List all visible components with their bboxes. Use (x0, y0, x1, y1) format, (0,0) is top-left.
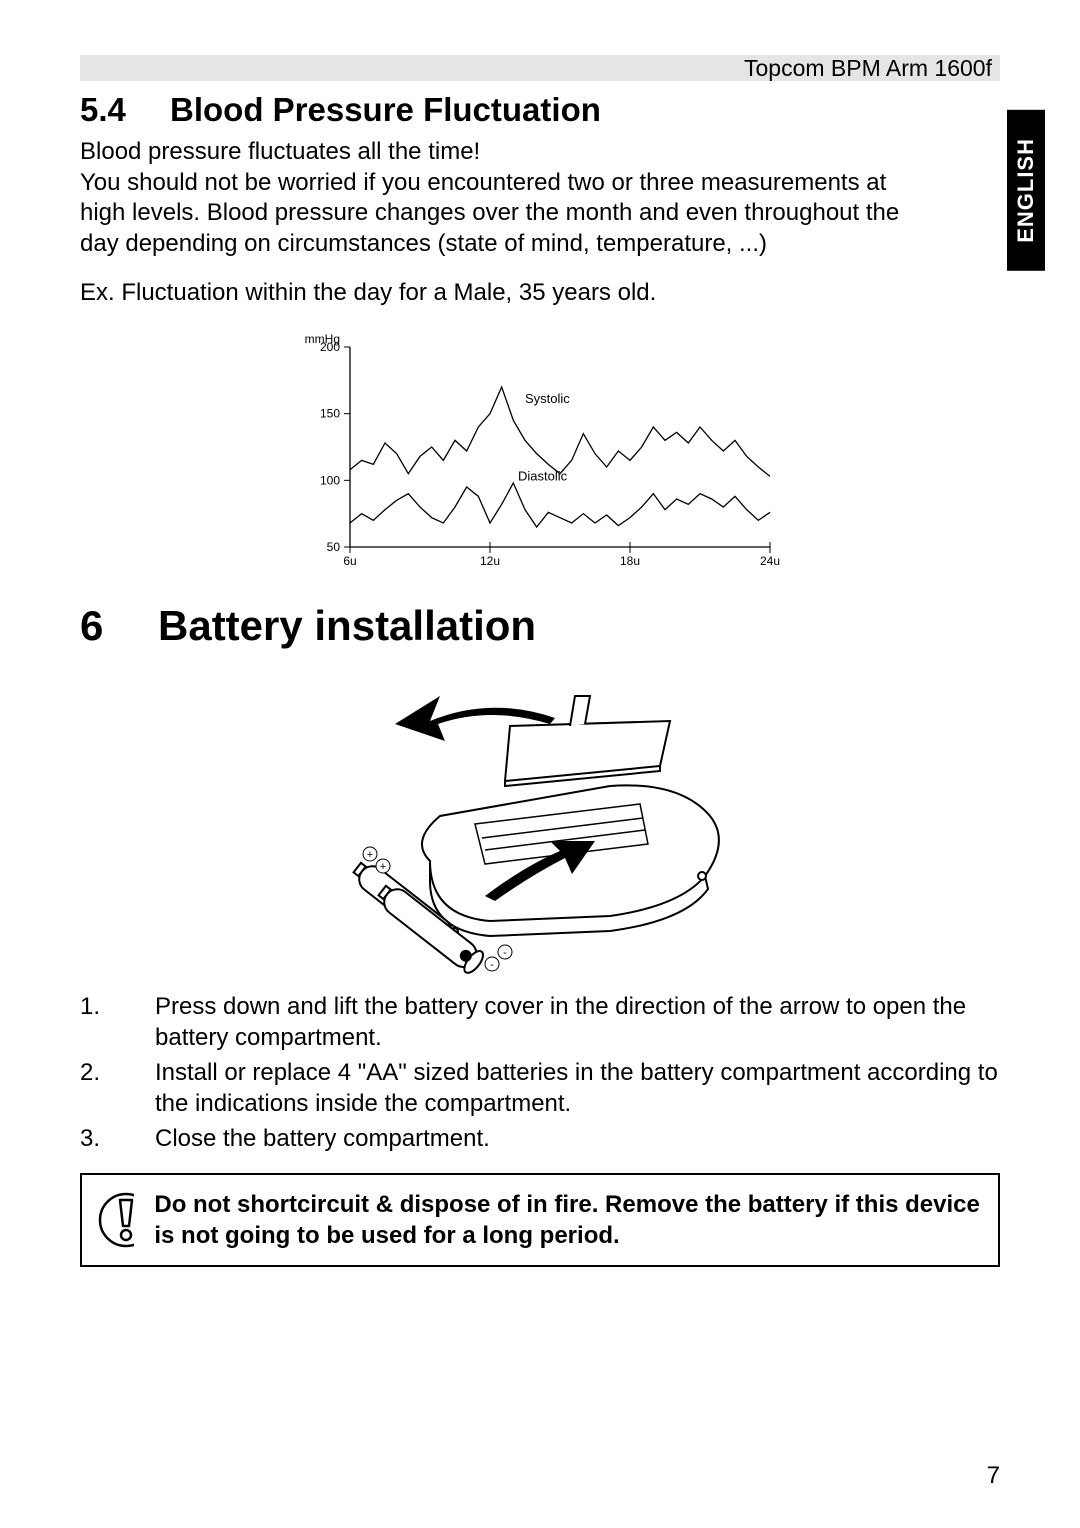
step-1: 1.Press down and lift the battery cover … (80, 991, 1000, 1053)
chapter-title: Battery installation (158, 602, 536, 649)
step-2: 2.Install or replace 4 "AA" sized batter… (80, 1057, 1000, 1119)
section-number: 5.4 (80, 91, 170, 129)
header-bar: Topcom BPM Arm 1600f (80, 55, 1000, 81)
section-5-4-para1: Blood pressure fluctuates all the time! … (80, 137, 1000, 260)
svg-text:Diastolic: Diastolic (518, 468, 568, 483)
section-5-4-heading: 5.4Blood Pressure Fluctuation (80, 91, 1000, 129)
svg-text:6u: 6u (343, 554, 356, 568)
svg-text:150: 150 (320, 406, 340, 420)
svg-text:Systolic: Systolic (525, 391, 570, 406)
warning-text: Do not shortcircuit & dispose of in fire… (154, 1189, 984, 1251)
battery-install-svg: + + - - (310, 666, 770, 976)
svg-text:-: - (503, 947, 507, 959)
svg-text:100: 100 (320, 473, 340, 487)
chapter-6-heading: 6Battery installation (80, 602, 1000, 650)
section-5-4-example: Ex. Fluctuation within the day for a Mal… (80, 278, 1000, 309)
product-name: Topcom BPM Arm 1600f (744, 55, 992, 82)
svg-text:mmHg: mmHg (305, 332, 340, 346)
language-tab: ENGLISH (1007, 110, 1045, 271)
svg-text:50: 50 (327, 540, 341, 554)
bp-fluctuation-chart: 50100150200mmHg6u12u18u24uSystolicDiasto… (80, 327, 1000, 577)
svg-text:18u: 18u (620, 554, 640, 568)
step-3: 3.Close the battery compartment. (80, 1123, 1000, 1154)
svg-text:-: - (490, 959, 494, 971)
svg-text:12u: 12u (480, 554, 500, 568)
svg-text:24u: 24u (760, 554, 780, 568)
chapter-number: 6 (80, 602, 158, 650)
installation-steps: 1.Press down and lift the battery cover … (80, 991, 1000, 1155)
warning-icon (96, 1190, 134, 1250)
svg-text:+: + (367, 849, 373, 861)
warning-box: Do not shortcircuit & dispose of in fire… (80, 1173, 1000, 1267)
page-number: 7 (987, 1462, 1000, 1490)
svg-text:+: + (380, 861, 386, 873)
battery-illustration: + + - - (80, 666, 1000, 981)
section-title: Blood Pressure Fluctuation (170, 91, 601, 128)
line-chart-svg: 50100150200mmHg6u12u18u24uSystolicDiasto… (290, 327, 790, 577)
